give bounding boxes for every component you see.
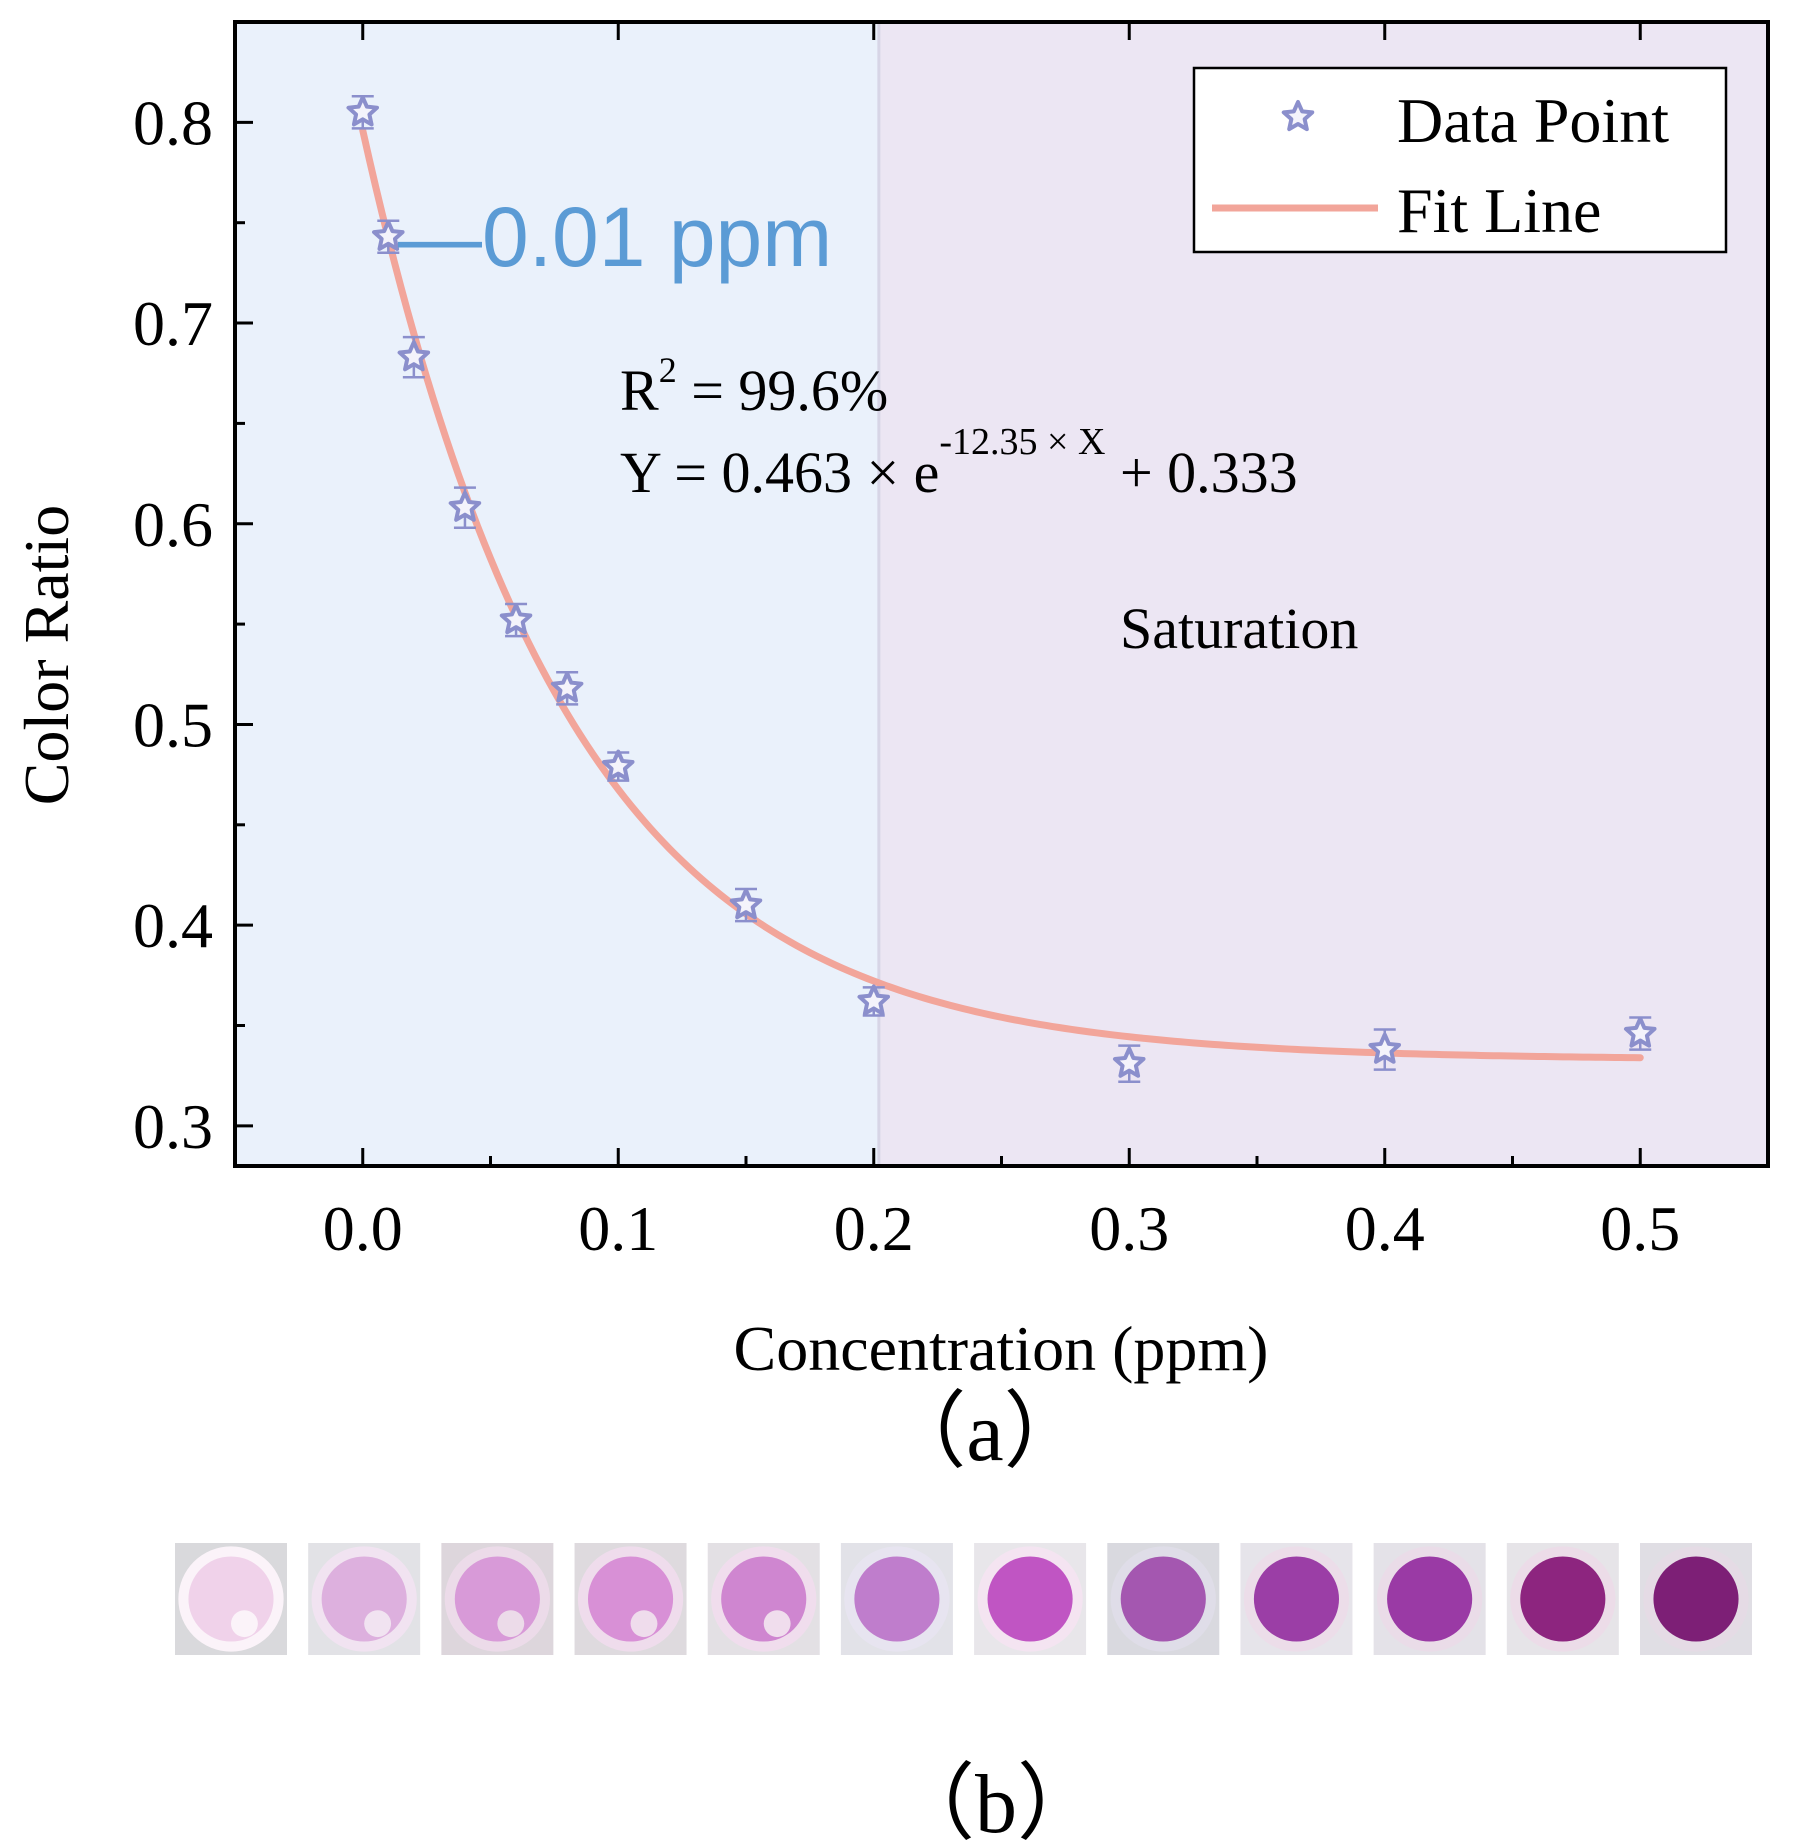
star-marker (1368, 1032, 1402, 1064)
equation-right: + 0.333 (1105, 440, 1297, 505)
y-axis-title: Color Ratio (11, 505, 82, 805)
legend-fit-line-label: Fit Line (1397, 175, 1601, 246)
swatch-well (587, 1556, 674, 1642)
color-swatch (175, 1543, 287, 1655)
axis-ticks (235, 22, 1642, 1166)
x-tick-label: 0.0 (323, 1193, 403, 1264)
equation-exponent: -12.35 × X (939, 421, 1105, 463)
data-point (346, 95, 380, 130)
y-tick-label: 0.7 (133, 288, 213, 359)
x-tick-label: 0.1 (578, 1193, 658, 1264)
swatch-spot (231, 1610, 258, 1638)
data-point (1368, 1028, 1402, 1071)
star-marker (1623, 1016, 1657, 1048)
panel-label-a: （a） (882, 1386, 1087, 1479)
star-marker (550, 671, 584, 703)
colorimetric-swatches (175, 1543, 1752, 1655)
data-point (550, 671, 584, 706)
r-squared-annotation: R2 = 99.6% (620, 350, 888, 423)
swatch-spot (364, 1610, 392, 1638)
tick-labels: 0.0 0.1 0.2 0.3 0.4 0.5 0.3 0.4 0.5 0.6 0.7 0.8 (133, 87, 1680, 1264)
region-detection (235, 22, 879, 1166)
swatch-well (1520, 1556, 1606, 1642)
r-squared-value: = 99.6% (677, 358, 889, 423)
color-swatch (1107, 1543, 1220, 1655)
star-marker (601, 749, 635, 781)
data-point (372, 219, 405, 255)
legend-star-marker (1281, 100, 1315, 132)
data-point (1623, 1016, 1657, 1051)
swatch-well (1387, 1556, 1473, 1642)
legend: Data Point Fit Line (1192, 66, 1728, 254)
star-marker (372, 219, 405, 251)
color-swatch (1240, 1543, 1353, 1655)
swatch-spot (763, 1610, 791, 1638)
swatch-well (454, 1556, 540, 1642)
color-swatch (840, 1543, 953, 1655)
r-squared-superscript: 2 (659, 350, 677, 390)
star-marker (499, 603, 533, 635)
detection-limit-label: —0.01 ppm (398, 190, 832, 284)
x-axis-title: Concentration (ppm) (734, 1313, 1269, 1384)
swatch-well (1653, 1556, 1739, 1642)
swatch-well (188, 1556, 274, 1642)
star-marker (346, 95, 380, 127)
legend-data-point-label: Data Point (1397, 85, 1669, 156)
data-points (346, 95, 1657, 1083)
saturation-label: Saturation (1120, 596, 1358, 661)
swatch-well (721, 1556, 807, 1642)
color-swatch (308, 1543, 421, 1655)
y-tick-label: 0.6 (133, 489, 213, 560)
r-squared-symbol: R (620, 358, 659, 423)
star-marker (448, 490, 482, 522)
star-marker (1112, 1046, 1146, 1078)
star-marker (397, 340, 431, 372)
swatch-well (854, 1556, 940, 1642)
x-tick-label: 0.4 (1345, 1193, 1425, 1264)
x-tick-label: 0.5 (1600, 1193, 1680, 1264)
color-swatch (1506, 1543, 1619, 1655)
star-marker (857, 984, 891, 1016)
color-swatch (1373, 1543, 1486, 1655)
color-swatch (1640, 1543, 1752, 1655)
swatch-spot (630, 1610, 658, 1638)
data-point (1112, 1044, 1146, 1083)
swatch-well (1253, 1556, 1340, 1642)
data-point (448, 486, 482, 530)
star-marker (729, 888, 763, 920)
color-swatch (974, 1543, 1087, 1655)
y-tick-label: 0.5 (133, 689, 213, 760)
color-swatch (441, 1543, 554, 1655)
swatch-well (987, 1556, 1073, 1642)
swatch-well (321, 1556, 407, 1642)
panel-label-b: （b） (891, 1758, 1101, 1848)
x-tick-label: 0.2 (834, 1193, 914, 1264)
equation-left: Y = 0.463 × e (620, 440, 939, 505)
y-tick-label: 0.8 (133, 87, 213, 158)
swatch-well (1120, 1556, 1206, 1642)
data-point (601, 749, 635, 782)
legend-box (1192, 66, 1728, 254)
swatch-spot (497, 1610, 525, 1638)
data-point (857, 984, 891, 1017)
data-point (729, 887, 763, 923)
color-swatch (574, 1543, 687, 1655)
color-swatch (707, 1543, 820, 1655)
data-point (499, 602, 533, 638)
data-point (397, 335, 431, 379)
fit-line (359, 126, 1644, 1062)
x-tick-label: 0.3 (1089, 1193, 1169, 1264)
legend-data-point-marker (1281, 100, 1315, 132)
fit-equation-annotation: Y = 0.463 × e-12.35 × X + 0.333 (620, 421, 1298, 505)
y-tick-label: 0.3 (133, 1091, 213, 1162)
y-tick-label: 0.4 (133, 890, 213, 961)
